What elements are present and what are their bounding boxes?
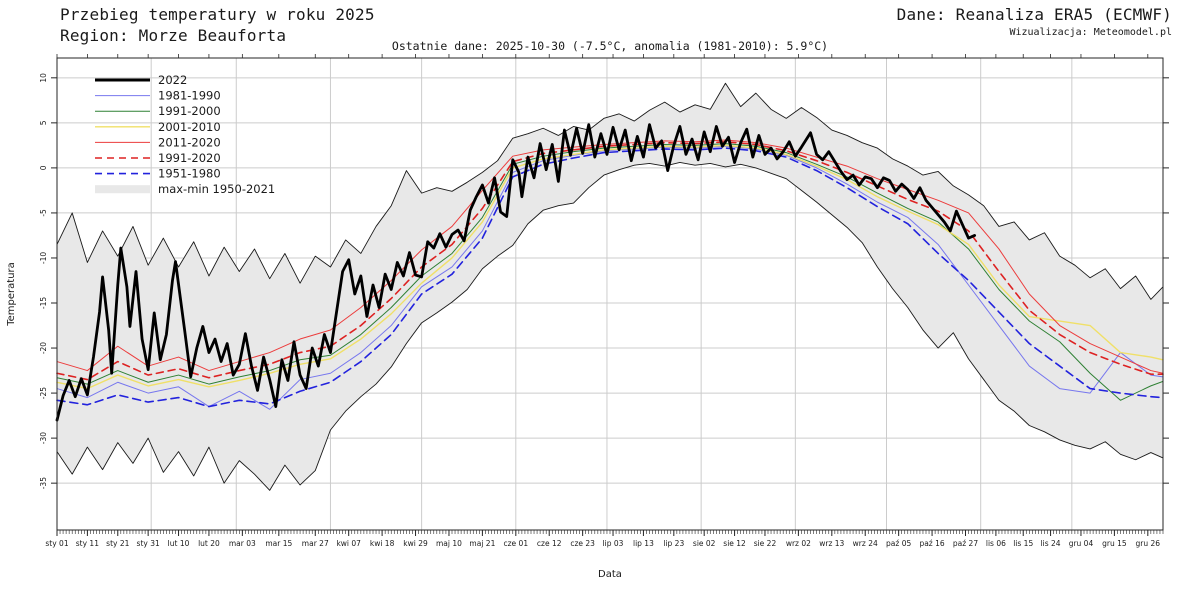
series-line-1991-2020 [56, 140, 1164, 381]
x-tick-label: wrz 24 [853, 539, 878, 548]
x-tick-label: wrz 02 [786, 539, 811, 548]
legend-label: 1951-1980 [158, 167, 221, 181]
y-tick-label: -20 [39, 342, 48, 354]
x-tick-label: mar 03 [229, 539, 256, 548]
x-tick-label: lis 15 [1013, 539, 1033, 548]
max-min-band [57, 83, 1163, 491]
x-tick-label: lip 03 [603, 539, 624, 548]
x-tick-label: sie 12 [723, 539, 746, 548]
x-tick-label: kwi 18 [370, 539, 395, 548]
data-source-label: Dane: Reanaliza ERA5 (ECMWF) [896, 5, 1172, 24]
x-tick-label: lut 20 [198, 539, 220, 548]
legend-label: 1981-1990 [158, 89, 221, 103]
legend-label: 2011-2020 [158, 135, 221, 149]
visualization-credit: Wizualizacja: Meteomodel.pl [1009, 27, 1172, 38]
legend-label: max-min 1950-2021 [158, 182, 275, 196]
y-tick-label: -15 [39, 297, 48, 309]
x-tick-label: lut 10 [168, 539, 190, 548]
x-tick-label: lis 06 [986, 539, 1006, 548]
series-line-2022 [55, 123, 977, 422]
legend-label: 2022 [158, 73, 187, 87]
x-tick-label: gru 04 [1069, 539, 1094, 548]
x-tick-label: sie 02 [693, 539, 716, 548]
x-tick-label: paź 05 [886, 539, 911, 548]
x-tick-label: sty 01 [45, 539, 68, 548]
last-data-subtitle: Ostatnie dane: 2025-10-30 (-7.5°C, anoma… [391, 39, 829, 53]
x-axis-title: Data [598, 569, 622, 580]
x-tick-label: maj 21 [469, 539, 495, 548]
x-tick-label: gru 26 [1136, 539, 1161, 548]
x-tick-label: kwi 07 [336, 539, 361, 548]
x-tick-label: sty 11 [76, 539, 99, 548]
x-tick-label: cze 12 [537, 539, 562, 548]
band-max-line [56, 82, 1164, 300]
y-tick-label: -25 [39, 387, 48, 399]
legend-label: 1991-2000 [158, 104, 221, 118]
x-tick-label: lip 23 [663, 539, 684, 548]
y-tick-label: 0 [39, 165, 48, 170]
series-line-1951-1980 [56, 147, 1164, 408]
x-tick-label: gru 15 [1102, 539, 1127, 548]
region-subtitle: Region: Morze Beauforta [60, 26, 287, 45]
y-tick-label: 10 [39, 73, 48, 83]
x-tick-label: maj 10 [436, 539, 462, 548]
series-line-2011-2020 [56, 139, 1164, 374]
band-min-line [56, 162, 1164, 491]
legend-label: 1991-2020 [158, 151, 221, 165]
x-tick-label: sie 22 [754, 539, 777, 548]
y-tick-label: -35 [39, 477, 48, 489]
y-tick-label: -30 [39, 432, 48, 444]
x-tick-label: mar 15 [265, 539, 292, 548]
legend-label: 2001-2010 [158, 120, 221, 134]
x-tick-label: mar 27 [302, 539, 329, 548]
x-tick-label: paź 27 [953, 539, 978, 548]
x-tick-label: cze 01 [504, 539, 529, 548]
x-tick-label: kwi 29 [403, 539, 428, 548]
y-tick-label: -5 [39, 209, 48, 217]
page-title: Przebieg temperatury w roku 2025 [60, 5, 375, 24]
y-tick-label: -10 [39, 252, 48, 264]
x-tick-label: lis 24 [1041, 539, 1061, 548]
x-tick-label: sty 21 [106, 539, 129, 548]
y-tick-label: 5 [39, 120, 48, 125]
x-tick-label: sty 31 [137, 539, 160, 548]
y-axis-title: Temperatura [6, 262, 17, 327]
x-tick-label: cze 23 [570, 539, 595, 548]
x-tick-label: lip 13 [633, 539, 654, 548]
x-tick-label: paź 16 [919, 539, 944, 548]
legend-band-sample [95, 185, 150, 194]
x-tick-label: wrz 13 [819, 539, 844, 548]
